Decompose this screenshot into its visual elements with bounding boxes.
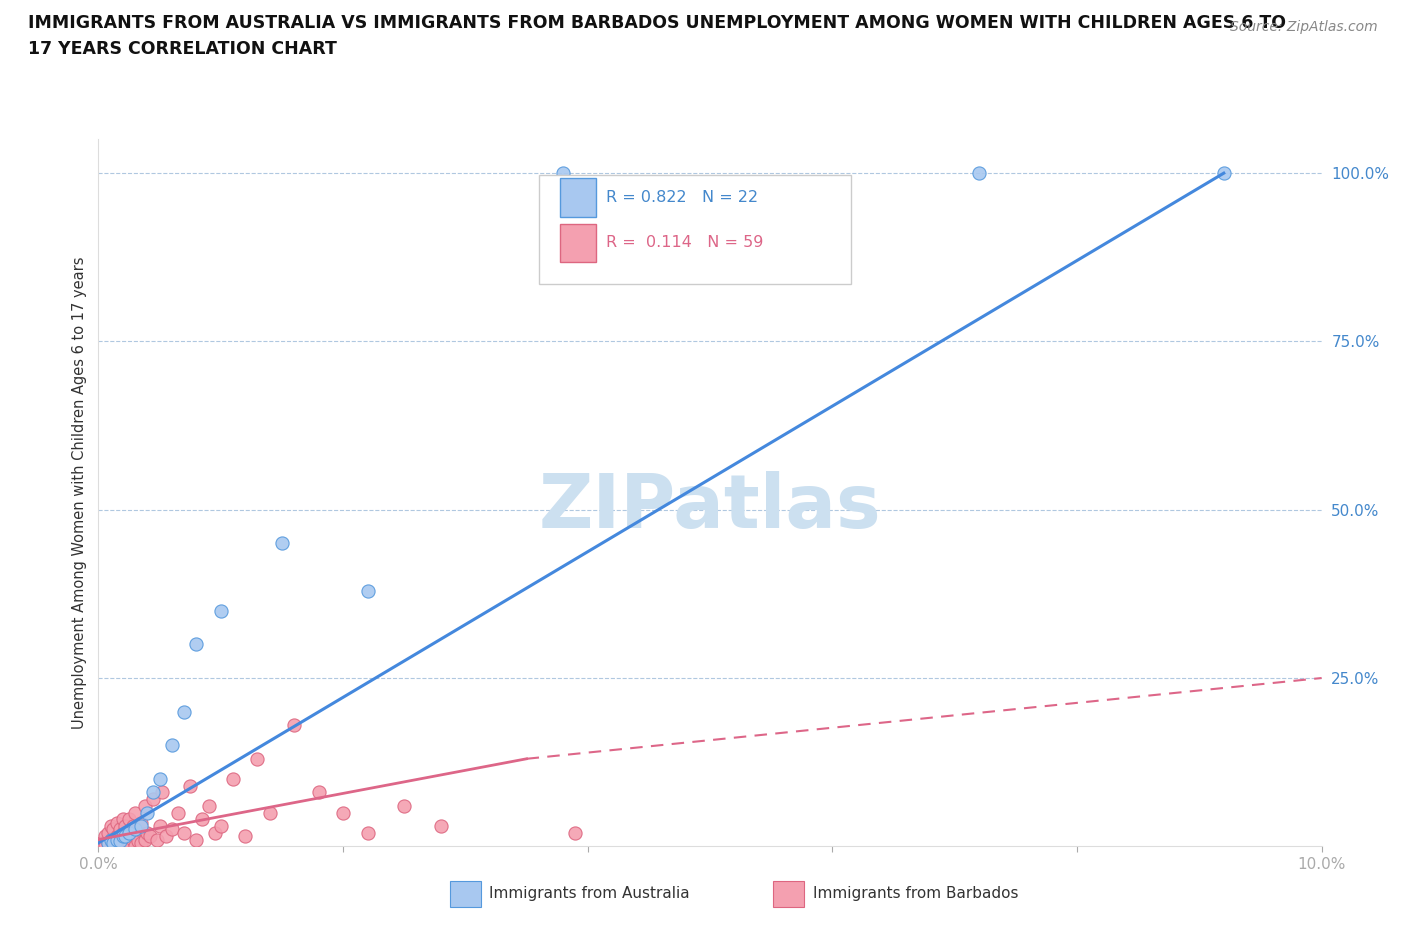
Text: Immigrants from Barbados: Immigrants from Barbados	[813, 886, 1018, 901]
Point	[100, 832, 122, 847]
Point	[100, 839, 122, 854]
Point	[283, 718, 305, 733]
Point	[160, 737, 183, 752]
Text: Immigrants from Australia: Immigrants from Australia	[489, 886, 690, 901]
Point	[114, 829, 136, 844]
FancyBboxPatch shape	[538, 175, 851, 285]
Point	[90, 835, 112, 850]
Point	[93, 829, 115, 844]
Point	[110, 822, 132, 837]
Point	[97, 835, 120, 850]
Point	[308, 785, 330, 800]
Point	[222, 772, 245, 787]
Point	[142, 791, 165, 806]
Point	[105, 829, 128, 844]
Point	[150, 785, 173, 800]
Text: 17 YEARS CORRELATION CHART: 17 YEARS CORRELATION CHART	[28, 40, 337, 58]
Point	[101, 822, 124, 837]
Point	[967, 166, 990, 180]
Point	[191, 812, 214, 827]
Point	[105, 832, 128, 847]
Point	[167, 805, 190, 820]
Point	[186, 637, 208, 652]
Point	[101, 835, 124, 850]
Point	[270, 536, 292, 551]
Point	[553, 166, 575, 180]
FancyBboxPatch shape	[560, 179, 596, 218]
Point	[332, 805, 354, 820]
Point	[204, 826, 226, 841]
Point	[356, 826, 378, 841]
Point	[197, 799, 219, 814]
Point	[127, 822, 149, 837]
Point	[124, 805, 146, 820]
Point	[100, 832, 122, 847]
Point	[564, 826, 586, 841]
Point	[111, 839, 134, 854]
Point	[136, 805, 159, 820]
Point	[173, 826, 195, 841]
Point	[118, 826, 141, 841]
Point	[233, 829, 256, 844]
Point	[118, 812, 141, 827]
Point	[100, 818, 122, 833]
Point	[110, 835, 132, 850]
Point	[134, 832, 156, 847]
Point	[101, 835, 124, 850]
Point	[111, 826, 134, 841]
Point	[97, 826, 120, 841]
Point	[121, 818, 143, 833]
Point	[259, 805, 281, 820]
Point	[209, 604, 232, 618]
Point	[160, 822, 183, 837]
Text: R = 0.822   N = 22: R = 0.822 N = 22	[606, 191, 758, 206]
Point	[155, 829, 177, 844]
Point	[246, 751, 269, 766]
Point	[146, 832, 169, 847]
Point	[134, 799, 156, 814]
Point	[118, 835, 141, 850]
Point	[105, 839, 128, 854]
FancyBboxPatch shape	[560, 223, 596, 262]
Point	[139, 829, 162, 844]
Y-axis label: Unemployment Among Women with Children Ages 6 to 17 years: Unemployment Among Women with Children A…	[72, 257, 87, 729]
Point	[111, 812, 134, 827]
Point	[136, 826, 159, 841]
Point	[124, 839, 146, 854]
Point	[430, 818, 453, 833]
Point	[111, 829, 134, 844]
Point	[356, 583, 378, 598]
Point	[149, 772, 172, 787]
Text: IMMIGRANTS FROM AUSTRALIA VS IMMIGRANTS FROM BARBADOS UNEMPLOYMENT AMONG WOMEN W: IMMIGRANTS FROM AUSTRALIA VS IMMIGRANTS …	[28, 14, 1286, 32]
Point	[97, 835, 120, 850]
Point	[392, 799, 416, 814]
Point	[186, 832, 208, 847]
Point	[110, 833, 132, 848]
Point	[142, 785, 165, 800]
Text: R =  0.114   N = 59: R = 0.114 N = 59	[606, 235, 763, 250]
Point	[1212, 166, 1234, 180]
Point	[124, 822, 146, 837]
Point	[129, 816, 152, 830]
Point	[173, 704, 195, 719]
Point	[209, 818, 232, 833]
Point	[129, 818, 152, 833]
Point	[179, 778, 201, 793]
Point	[93, 839, 115, 854]
Point	[149, 818, 172, 833]
Text: Source: ZipAtlas.com: Source: ZipAtlas.com	[1230, 20, 1378, 34]
Point	[114, 832, 136, 847]
Point	[121, 832, 143, 847]
Point	[105, 816, 128, 830]
Point	[129, 835, 152, 850]
Text: ZIPatlas: ZIPatlas	[538, 471, 882, 543]
Point	[127, 833, 149, 848]
Point	[114, 818, 136, 833]
